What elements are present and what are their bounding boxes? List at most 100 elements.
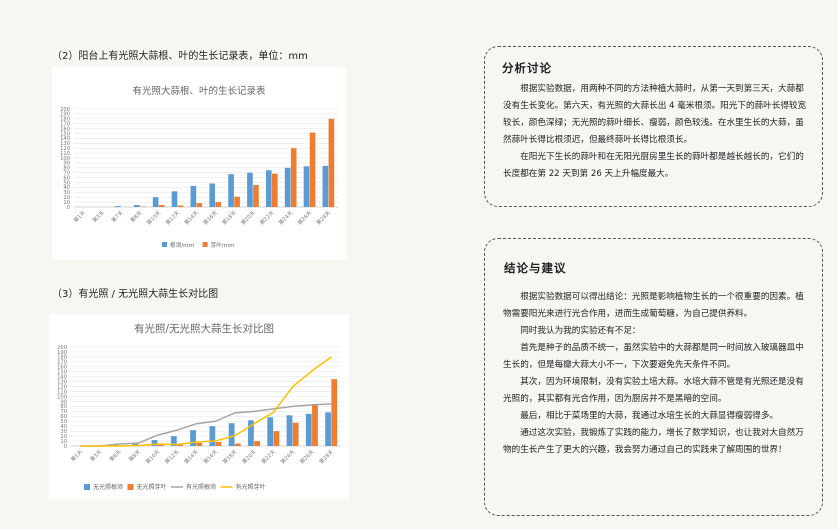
y-tick-label: 140 xyxy=(57,375,67,381)
x-tick-label: 第14天 xyxy=(182,448,200,466)
bar xyxy=(309,132,316,207)
conclusion-title: 结论与建议 xyxy=(504,261,567,275)
x-tick-label: 第18天 xyxy=(221,448,239,466)
conclusion-paragraph: 其次，因为环境限制，没有实验土培大蒜。水培大蒜不管是有光照还是没有光照的，其实都… xyxy=(503,377,804,404)
bar xyxy=(215,202,222,207)
x-tick-label: 第28天 xyxy=(314,209,332,227)
legend-label: 有光照根须 xyxy=(186,483,216,491)
bar xyxy=(152,197,159,207)
chart-title: 有光照/无光照大蒜生长对比图 xyxy=(134,322,274,335)
bar xyxy=(177,444,183,446)
conclusion-paragraph: 同时我认为我的实验还有不足： xyxy=(520,326,641,336)
y-tick-label: 90 xyxy=(60,399,67,405)
analysis-body: 根据实验数据，用两种不同的方法种植大蒜时，从第一天到第三天，大蒜都没有生长变化。… xyxy=(503,81,808,183)
bar xyxy=(177,205,184,207)
bar xyxy=(196,203,203,207)
y-tick-label: 80 xyxy=(63,166,70,172)
chart-2: 有光照/无光照大蒜生长对比图01020304050607080901001101… xyxy=(57,322,341,491)
analysis-paragraph: 根据实验数据，用两种不同的方法种植大蒜时，从第一天到第三天，大蒜都没有生长变化。… xyxy=(503,84,807,145)
x-tick-label: 第22天 xyxy=(258,209,276,227)
x-tick-label: 第6天 xyxy=(107,448,122,463)
conclusion-paragraph: 通过这次实验，我锻炼了实践的能力，增长了数学知识，也让我对大自然万物的生长产生了… xyxy=(503,428,804,455)
y-tick-label: 120 xyxy=(60,146,70,152)
x-tick-label: 第24天 xyxy=(277,209,295,227)
x-tick-label: 第12天 xyxy=(163,209,181,227)
section-3-title: （3）有光照 / 无光照大蒜生长对比图 xyxy=(52,289,219,300)
x-tick-label: 第10天 xyxy=(144,448,162,466)
bar xyxy=(158,205,165,207)
x-tick-label: 第22天 xyxy=(259,448,277,466)
y-tick-label: 10 xyxy=(63,200,70,206)
bar xyxy=(151,440,158,446)
y-tick-label: 150 xyxy=(57,370,67,376)
y-tick-label: 160 xyxy=(60,126,70,132)
y-tick-label: 160 xyxy=(57,365,67,371)
bar xyxy=(190,430,196,446)
legend-swatch xyxy=(162,242,167,247)
series-line xyxy=(80,403,332,447)
legend-label: 有光照芽叶 xyxy=(236,483,266,491)
bar xyxy=(312,403,318,446)
y-tick-label: 40 xyxy=(60,424,67,430)
chart-1: 有光照大蒜根、叶的生长记录表01020304050607080901001101… xyxy=(60,85,338,249)
x-tick-label: 第7天 xyxy=(109,209,124,224)
x-tick-label: 第8天 xyxy=(127,448,142,463)
y-tick-label: 30 xyxy=(60,429,67,435)
y-tick-label: 70 xyxy=(60,409,67,415)
bar xyxy=(273,431,280,446)
y-tick-label: 130 xyxy=(60,141,70,147)
bar xyxy=(272,173,278,207)
bar xyxy=(228,423,235,446)
analysis-title: 分析讨论 xyxy=(502,61,552,75)
x-tick-label: 第20天 xyxy=(240,448,258,466)
y-tick-label: 200 xyxy=(57,345,67,351)
y-tick-label: 50 xyxy=(63,180,70,186)
bar xyxy=(254,441,260,446)
x-tick-label: 第20天 xyxy=(239,209,257,227)
x-tick-label: 第26天 xyxy=(295,209,313,227)
y-tick-label: 140 xyxy=(60,136,70,142)
bar xyxy=(303,166,310,207)
legend-swatch xyxy=(84,484,90,490)
analysis-paragraph: 在阳光下生长的蒜叶和在无阳光厨房里生长的蒜叶都是越长越长的，它们的长度都在第 2… xyxy=(503,152,804,179)
chart-1-container: 有光照大蒜根、叶的生长记录表 0 10 20 30 40 50 60 70 80 90 100 110 1… xyxy=(52,67,346,260)
bar xyxy=(228,174,234,207)
y-tick-label: 180 xyxy=(57,355,67,361)
bar xyxy=(292,422,299,446)
y-tick-label: 80 xyxy=(60,404,67,410)
y-tick-label: 110 xyxy=(60,151,70,157)
bar xyxy=(209,183,216,207)
bar xyxy=(325,412,331,446)
chart-title: 有光照大蒜根、叶的生长记录表 xyxy=(132,85,266,97)
x-tick-label: 第18天 xyxy=(220,209,238,227)
bar xyxy=(305,413,312,446)
bar xyxy=(234,443,241,446)
x-tick-label: 第28天 xyxy=(317,448,335,466)
y-tick-label: 190 xyxy=(60,112,70,118)
bar xyxy=(196,443,203,446)
x-tick-label: 第1天 xyxy=(72,209,87,224)
legend-swatch xyxy=(127,484,134,490)
bar xyxy=(267,417,274,446)
y-tick-label: 0 xyxy=(64,444,67,450)
y-tick-label: 170 xyxy=(57,360,67,366)
chart-2-container: 有光照/无光照大蒜生长对比图 0 10 20 30 40 50 60 70 80 90 100 110 1… xyxy=(49,314,349,499)
legend-label: 芽叶/mm xyxy=(211,241,235,249)
y-tick-label: 120 xyxy=(57,384,67,390)
conclusion-paragraph: 首先是种子的品质不统一，虽然实验中的大蒜都是同一时间放入玻璃器皿中生长的，但是每… xyxy=(503,343,804,370)
bar xyxy=(171,191,178,207)
x-tick-label: 第8天 xyxy=(128,209,143,224)
bar xyxy=(247,172,253,207)
bar xyxy=(209,426,216,446)
y-tick-label: 180 xyxy=(60,117,70,123)
legend-label: 无光照芽叶 xyxy=(137,483,167,491)
bar xyxy=(157,444,164,446)
y-tick-label: 100 xyxy=(60,156,70,162)
x-tick-label: 第3天 xyxy=(88,448,103,463)
bar xyxy=(215,442,222,446)
bar xyxy=(286,415,293,446)
x-tick-label: 第16天 xyxy=(201,209,219,227)
x-tick-label: 第1天 xyxy=(69,448,84,463)
x-tick-label: 第10天 xyxy=(145,209,163,227)
bar xyxy=(133,205,140,207)
